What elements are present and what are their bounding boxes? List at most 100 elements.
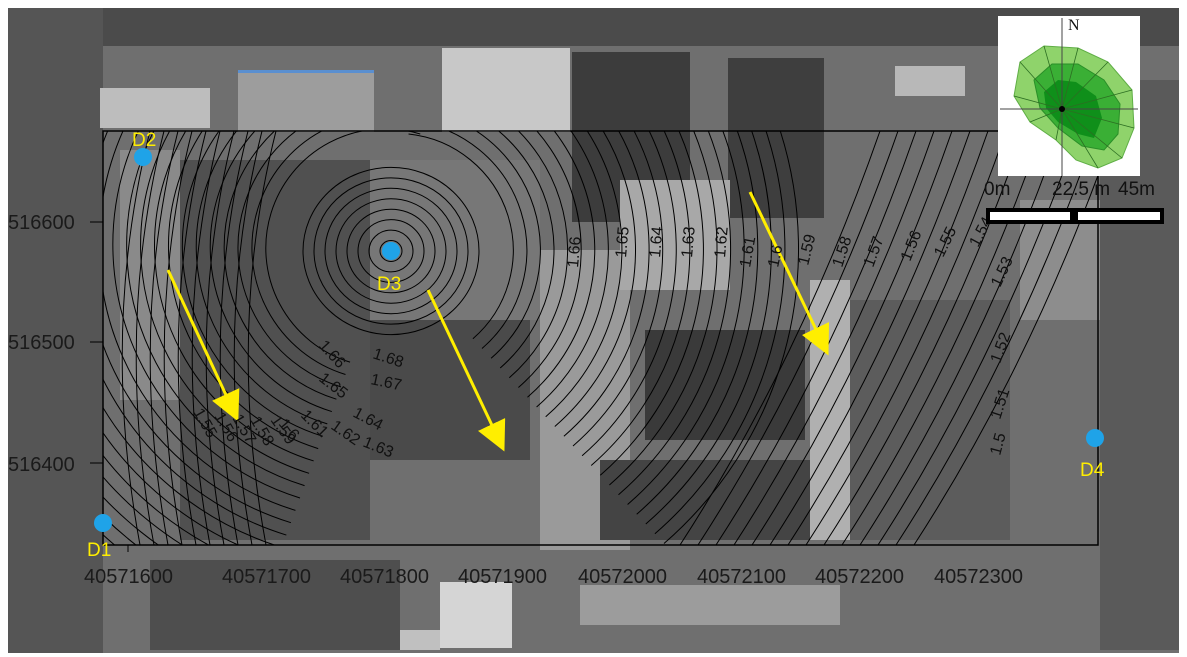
contour-line <box>346 208 436 294</box>
contour-line <box>572 131 664 447</box>
contour-line <box>251 131 346 375</box>
contour-line <box>787 131 989 545</box>
contour-line <box>103 378 287 536</box>
contour-line <box>508 131 569 379</box>
x-tick-label: 40571900 <box>458 566 547 588</box>
contour-line <box>618 131 732 496</box>
contour-line <box>823 131 1025 545</box>
contour-line <box>447 131 528 349</box>
flow-arrow-2 <box>426 289 506 452</box>
contour-label: 1.66 <box>565 236 585 269</box>
scale-label-zero: 0m <box>984 179 1010 200</box>
contour-line <box>536 131 609 408</box>
well-marker-d4 <box>1086 429 1104 447</box>
flow-arrow-3 <box>748 191 830 356</box>
contour-line <box>302 166 480 336</box>
contour-line <box>313 177 469 325</box>
contour-line <box>590 131 691 466</box>
contour-line <box>126 131 305 487</box>
north-rose-inset: N <box>998 16 1140 176</box>
contour-line <box>357 219 425 283</box>
monitoring-wells: D1 D2 D3 D4 <box>87 130 1105 561</box>
contour-line <box>149 131 179 545</box>
contour-line <box>841 131 1043 545</box>
contour-line <box>181 131 323 437</box>
contour-line <box>913 173 1098 545</box>
contour-line <box>195 131 328 425</box>
contour-line <box>103 406 277 545</box>
contour-line <box>140 131 310 474</box>
contour-line <box>233 131 263 545</box>
contour-label: 1.65 <box>613 226 633 259</box>
contour-line <box>103 131 296 511</box>
contour-label: 1.63 <box>679 226 699 259</box>
well-marker-d2 <box>134 148 152 166</box>
contour-line <box>877 131 1079 545</box>
well-marker-d3 <box>382 242 400 260</box>
y-tick-label: 516600 <box>8 212 75 234</box>
scale-label-end: 45m <box>1118 179 1155 200</box>
contour-line <box>733 131 935 545</box>
well-label-d2: D2 <box>132 130 156 151</box>
well-marker-d1 <box>94 514 112 532</box>
y-tick-label: 516400 <box>8 454 75 476</box>
contour-line <box>497 131 555 369</box>
scale-label-mid: 22.5 m <box>1052 179 1110 200</box>
contour-label: 1.67 <box>369 371 403 394</box>
x-tick-label: 40571700 <box>222 566 311 588</box>
contour-line <box>859 131 1061 545</box>
contour-lines <box>103 131 1098 545</box>
contour-line <box>769 131 971 545</box>
contour-line <box>112 131 301 499</box>
contour-line <box>679 131 881 545</box>
contour-label: 1.62 <box>712 226 732 259</box>
contour-line <box>563 131 650 437</box>
scale-bar: 0m 22.5 m 45m <box>984 179 1164 224</box>
well-label-d3: D3 <box>377 274 401 295</box>
contour-line <box>324 187 458 315</box>
x-tick-label: 40571800 <box>340 566 429 588</box>
contour-line <box>103 131 292 524</box>
contour-line <box>265 131 421 363</box>
contour-line <box>645 131 772 525</box>
y-tick-label: 516500 <box>8 332 75 354</box>
contour-line <box>475 131 541 359</box>
flow-arrow-1 <box>166 269 240 422</box>
y-axis-labels: 516600 516500 516400 <box>8 212 103 476</box>
flow-arrows <box>166 191 830 452</box>
plot-frame <box>102 130 1099 546</box>
contour-line <box>654 131 786 535</box>
contour-line <box>223 131 337 400</box>
contour-line <box>545 131 623 418</box>
contour-line <box>135 131 165 545</box>
x-tick-label: 40572100 <box>697 566 786 588</box>
contour-line <box>895 131 1097 545</box>
contour-line <box>121 131 151 545</box>
x-axis-labels: 40571600 40571700 40571800 40571900 4057… <box>84 545 1023 588</box>
well-label-d1: D1 <box>87 540 111 561</box>
contour-line <box>379 240 403 262</box>
contour-line <box>335 198 447 304</box>
contour-label: 1.5 <box>987 431 1009 457</box>
contour-line <box>527 131 596 398</box>
contour-label: 1.6 <box>765 243 786 268</box>
contour-line <box>518 131 582 388</box>
x-tick-label: 40571600 <box>84 566 173 588</box>
contour-line <box>177 131 207 545</box>
contour-label: 1.61 <box>737 235 759 269</box>
contour-line <box>408 133 514 340</box>
contour-line <box>599 131 704 476</box>
contour-line <box>103 496 160 545</box>
contour-line <box>103 476 184 545</box>
contour-line <box>636 131 759 515</box>
x-tick-label: 40572000 <box>578 566 667 588</box>
contour-line <box>191 131 221 545</box>
contour-line <box>368 229 414 273</box>
contour-line <box>205 131 235 545</box>
contour-line <box>163 131 193 545</box>
contour-line <box>103 454 210 545</box>
x-tick-label: 40572300 <box>934 566 1023 588</box>
contour-line <box>609 131 718 486</box>
contour-line <box>663 131 799 544</box>
